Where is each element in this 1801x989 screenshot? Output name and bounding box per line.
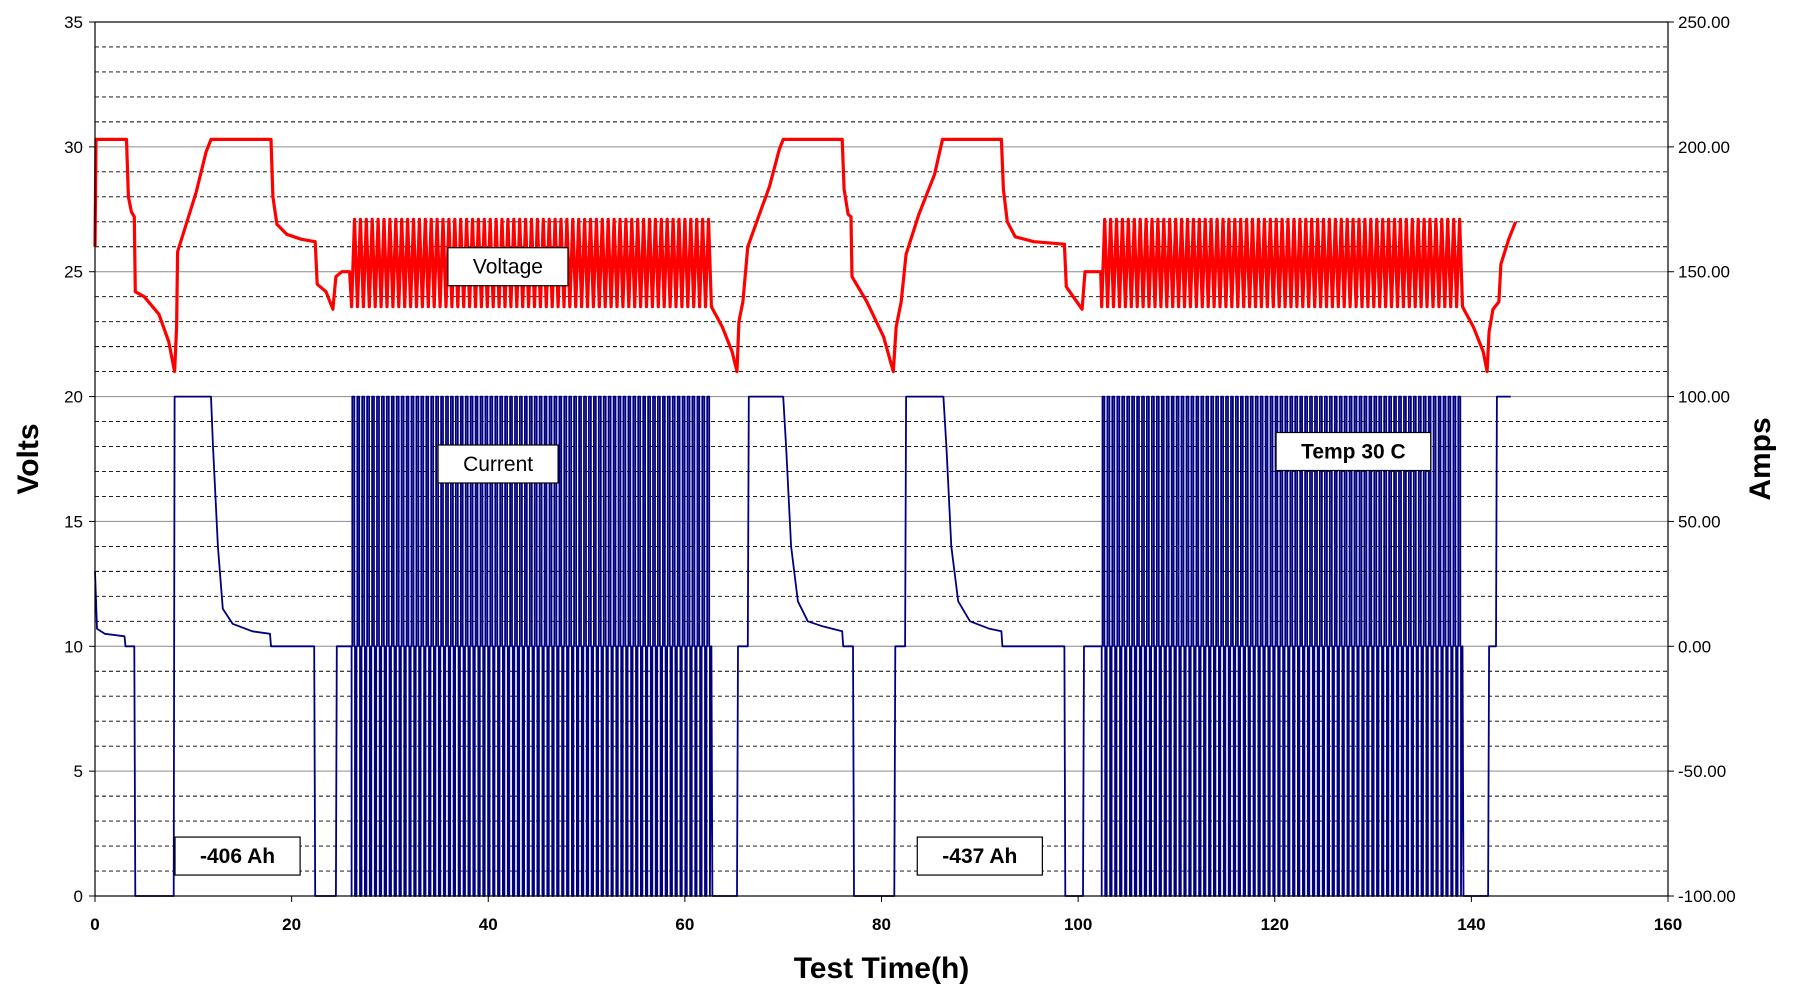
series-layer xyxy=(93,137,1518,897)
annotation-box: Voltage xyxy=(447,247,569,287)
y2-tick-label: 200.00 xyxy=(1678,138,1730,157)
y2-tick-label: 50.00 xyxy=(1678,512,1721,531)
annotation-box: -437 Ah xyxy=(916,836,1043,876)
y-tick-label: 30 xyxy=(64,138,83,157)
y-tick-label: 5 xyxy=(74,762,83,781)
y-tick-label: 10 xyxy=(64,637,83,656)
y2-tick-label: -50.00 xyxy=(1678,762,1726,781)
annotation-label: Temp 30 C xyxy=(1301,441,1406,464)
annotation-frame xyxy=(174,836,301,876)
x-tick-label: 20 xyxy=(282,915,301,934)
voltage-series-line xyxy=(93,137,1518,374)
y2-tick-label: 0.00 xyxy=(1678,637,1711,656)
y2-axis-title: Amps xyxy=(1744,417,1777,500)
y-tick-label: 20 xyxy=(64,388,83,407)
current-series-line xyxy=(94,395,1511,897)
y-tick-label: 15 xyxy=(64,512,83,531)
y2-tick-label: 150.00 xyxy=(1678,263,1730,282)
y-axis-title: Volts xyxy=(12,423,45,494)
annotation-frame xyxy=(447,247,569,287)
x-tick-label: 80 xyxy=(872,915,891,934)
y-tick-label: 0 xyxy=(74,887,83,906)
annotation-label: Voltage xyxy=(473,256,543,279)
x-tick-label: 60 xyxy=(675,915,694,934)
x-tick-label: 0 xyxy=(90,915,99,934)
annotation-box: -406 Ah xyxy=(174,836,301,876)
x-tick-label: 120 xyxy=(1261,915,1289,934)
y-tick-label: 25 xyxy=(64,263,83,282)
y-tick-label: 35 xyxy=(64,13,83,32)
x-tick-label: 100 xyxy=(1064,915,1092,934)
annotation-label: -437 Ah xyxy=(942,845,1017,868)
annotation-frame xyxy=(1275,431,1432,472)
y2-tick-label: -100.00 xyxy=(1678,887,1736,906)
x-tick-label: 160 xyxy=(1654,915,1682,934)
x-tick-label: 140 xyxy=(1457,915,1485,934)
annotation-frame xyxy=(916,836,1043,876)
annotation-label: Current xyxy=(463,453,533,476)
x-tick-label: 40 xyxy=(479,915,498,934)
y2-tick-label: 250.00 xyxy=(1678,13,1730,32)
annotation-box: Temp 30 C xyxy=(1275,431,1432,472)
x-axis-title: Test Time(h) xyxy=(794,952,970,985)
annotation-frame xyxy=(437,444,559,484)
tick-layer: 0 5 10 15 20 25 30 35 -100.00 -50.00 0.00 50.00 100.… xyxy=(64,13,1736,934)
y2-tick-label: 100.00 xyxy=(1678,388,1730,407)
annotation-box: Current xyxy=(437,444,559,484)
annotation-layer: Voltage Current Temp 30 C -406 Ah -437 Ah xyxy=(174,247,1432,876)
annotation-label: -406 Ah xyxy=(200,845,275,868)
